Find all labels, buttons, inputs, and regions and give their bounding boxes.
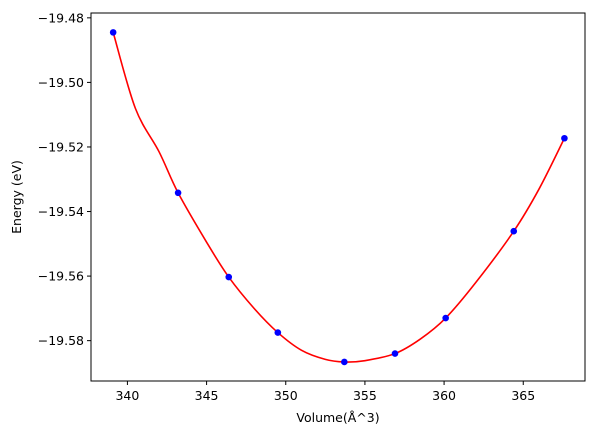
plot-frame bbox=[90, 12, 586, 382]
y-axis-label: Energy (eV) bbox=[9, 160, 24, 234]
data-point bbox=[510, 227, 518, 235]
data-points bbox=[109, 29, 568, 366]
x-tick-label: 350 bbox=[274, 388, 298, 403]
y-axis-ticks: −19.48 −19.50 −19.52 −19.54 −19.56 −19.58 bbox=[38, 10, 91, 348]
x-tick-label: 340 bbox=[115, 388, 139, 403]
y-tick-label: −19.48 bbox=[38, 10, 84, 25]
y-tick-label: −19.50 bbox=[38, 75, 84, 90]
data-point bbox=[109, 29, 117, 36]
y-tick-label: −19.58 bbox=[38, 333, 84, 348]
data-point bbox=[225, 273, 233, 281]
x-tick-label: 355 bbox=[353, 388, 377, 403]
y-tick-label: −19.56 bbox=[38, 269, 84, 284]
y-tick-label: −19.52 bbox=[38, 139, 84, 154]
y-tick-label: −19.54 bbox=[38, 204, 84, 219]
data-point bbox=[274, 329, 282, 336]
x-tick-label: 365 bbox=[511, 388, 535, 403]
data-point bbox=[442, 314, 449, 322]
x-axis-ticks: 340 345 350 355 360 365 bbox=[115, 381, 535, 403]
data-point bbox=[341, 358, 348, 366]
plot-area bbox=[91, 13, 585, 381]
x-tick-label: 345 bbox=[195, 388, 219, 403]
data-point bbox=[561, 134, 568, 142]
data-point bbox=[391, 350, 399, 357]
x-axis-label: Volume(Å^3) bbox=[296, 410, 379, 425]
x-tick-label: 360 bbox=[432, 388, 456, 403]
data-point bbox=[174, 189, 182, 197]
